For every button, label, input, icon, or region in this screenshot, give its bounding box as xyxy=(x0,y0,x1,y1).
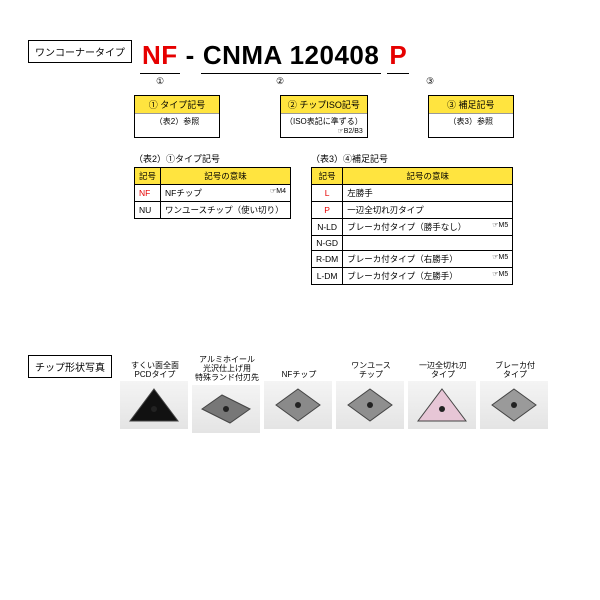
code-suffix: P xyxy=(387,40,409,74)
yellow-box-iso-ref: ☞B2/B3 xyxy=(285,127,363,135)
table3-code: P xyxy=(312,202,343,219)
table3-meaning: ブレーカ付タイプ（勝手なし） ☞M5 xyxy=(343,219,513,236)
table3-code: N-GD xyxy=(312,236,343,251)
table3-meaning: ブレーカ付タイプ（右勝手） ☞M5 xyxy=(343,251,513,268)
table-row: N-LDブレーカ付タイプ（勝手なし） ☞M5 xyxy=(312,219,513,236)
insert-shape-icon xyxy=(408,381,476,429)
photo-cell: アルミホイール光沢仕上げ用特殊ランド付刃先 xyxy=(192,355,262,433)
circled-index-row: ① ② ③ xyxy=(140,76,572,87)
table-row: P一辺全切れ刃タイプ xyxy=(312,202,513,219)
table2-caption: （表2）①タイプ記号 xyxy=(134,152,291,165)
table3-header: 記号の意味 xyxy=(343,168,513,185)
title-row: ワンコーナータイプ NF - CNMA 120408 P xyxy=(28,40,572,74)
insert-shape-icon xyxy=(264,381,332,429)
insert-shape-icon xyxy=(192,385,260,433)
yellow-box-iso-note-text: （ISO表記に準ずる） xyxy=(285,117,363,126)
photo-label: すくい面全面PCDタイプ xyxy=(120,355,190,381)
table-row: NFNFチップ ☞M4 xyxy=(135,185,291,202)
table3-code: L xyxy=(312,185,343,202)
photo-label: ブレーカ付タイプ xyxy=(480,355,550,381)
table3-header: 記号 xyxy=(312,168,343,185)
table-row: L左勝手 xyxy=(312,185,513,202)
yellow-box-iso: ② チップISO記号 （ISO表記に準ずる） ☞B2/B3 xyxy=(280,95,368,138)
section-label: ワンコーナータイプ xyxy=(28,40,132,63)
table3-meaning xyxy=(343,236,513,251)
table-row: L-DMブレーカ付タイプ（左勝手） ☞M5 xyxy=(312,268,513,285)
table2-code: NF xyxy=(135,185,161,202)
insert-shape-icon xyxy=(480,381,548,429)
table2-wrap: （表2）①タイプ記号 記号記号の意味NFNFチップ ☞M4NUワンユースチップ（… xyxy=(134,152,291,219)
table3: 記号記号の意味L左勝手P一辺全切れ刃タイプN-LDブレーカ付タイプ（勝手なし） … xyxy=(311,167,513,285)
table2-meaning: ワンユースチップ（使い切り） xyxy=(161,202,291,219)
yellow-boxes-row: ① タイプ記号 （表2）参照 ② チップISO記号 （ISO表記に準ずる） ☞B… xyxy=(134,95,572,138)
photo-label: ワンユースチップ xyxy=(336,355,406,381)
yellow-box-iso-title: ② チップISO記号 xyxy=(281,96,367,114)
yellow-box-type: ① タイプ記号 （表2）参照 xyxy=(134,95,220,138)
table-row: N-GD xyxy=(312,236,513,251)
table2: 記号記号の意味NFNFチップ ☞M4NUワンユースチップ（使い切り） xyxy=(134,167,291,219)
yellow-box-suffix: ③ 補足記号 （表3）参照 xyxy=(428,95,514,138)
photo-cell: NFチップ xyxy=(264,355,334,433)
photo-cell: ワンユースチップ xyxy=(336,355,406,433)
table-row: NUワンユースチップ（使い切り） xyxy=(135,202,291,219)
table3-wrap: （表3）④補足記号 記号記号の意味L左勝手P一辺全切れ刃タイプN-LDブレーカ付… xyxy=(311,152,513,285)
yellow-box-type-title: ① タイプ記号 xyxy=(135,96,219,114)
table3-meaning: 一辺全切れ刃タイプ xyxy=(343,202,513,219)
photo-label: NFチップ xyxy=(264,355,334,381)
yellow-box-type-note: （表2）参照 xyxy=(135,114,219,129)
photo-label: アルミホイール光沢仕上げ用特殊ランド付刃先 xyxy=(192,355,262,385)
table2-header: 記号 xyxy=(135,168,161,185)
photo-section-label: チップ形状写真 xyxy=(28,355,112,378)
table3-code: N-LD xyxy=(312,219,343,236)
photo-label: 一辺全切れ刃タイプ xyxy=(408,355,478,381)
table3-caption: （表3）④補足記号 xyxy=(311,152,513,165)
circled-3: ③ xyxy=(380,76,480,87)
table2-header: 記号の意味 xyxy=(161,168,291,185)
table3-meaning: 左勝手 xyxy=(343,185,513,202)
code-prefix: NF xyxy=(140,40,180,74)
table3-code: L-DM xyxy=(312,268,343,285)
circled-1: ① xyxy=(140,76,180,87)
table2-meaning: NFチップ ☞M4 xyxy=(161,185,291,202)
part-code: NF - CNMA 120408 P xyxy=(140,40,409,74)
yellow-box-suffix-note: （表3）参照 xyxy=(429,114,513,129)
tables-row: （表2）①タイプ記号 記号記号の意味NFNFチップ ☞M4NUワンユースチップ（… xyxy=(134,152,572,285)
yellow-box-iso-note: （ISO表記に準ずる） ☞B2/B3 xyxy=(281,114,367,137)
table2-code: NU xyxy=(135,202,161,219)
table-row: R-DMブレーカ付タイプ（右勝手） ☞M5 xyxy=(312,251,513,268)
photo-cell: すくい面全面PCDタイプ xyxy=(120,355,190,433)
yellow-box-suffix-title: ③ 補足記号 xyxy=(429,96,513,114)
photo-section: チップ形状写真 すくい面全面PCDタイプアルミホイール光沢仕上げ用特殊ランド付刃… xyxy=(28,355,572,433)
table3-meaning: ブレーカ付タイプ（左勝手） ☞M5 xyxy=(343,268,513,285)
code-mid: CNMA 120408 xyxy=(201,40,382,74)
circled-2: ② xyxy=(180,76,380,87)
code-dash: - xyxy=(186,40,195,71)
table3-code: R-DM xyxy=(312,251,343,268)
insert-shape-icon xyxy=(120,381,188,429)
photo-grid: すくい面全面PCDタイプアルミホイール光沢仕上げ用特殊ランド付刃先NFチップワン… xyxy=(120,355,550,433)
insert-shape-icon xyxy=(336,381,404,429)
photo-cell: ブレーカ付タイプ xyxy=(480,355,550,433)
photo-cell: 一辺全切れ刃タイプ xyxy=(408,355,478,433)
